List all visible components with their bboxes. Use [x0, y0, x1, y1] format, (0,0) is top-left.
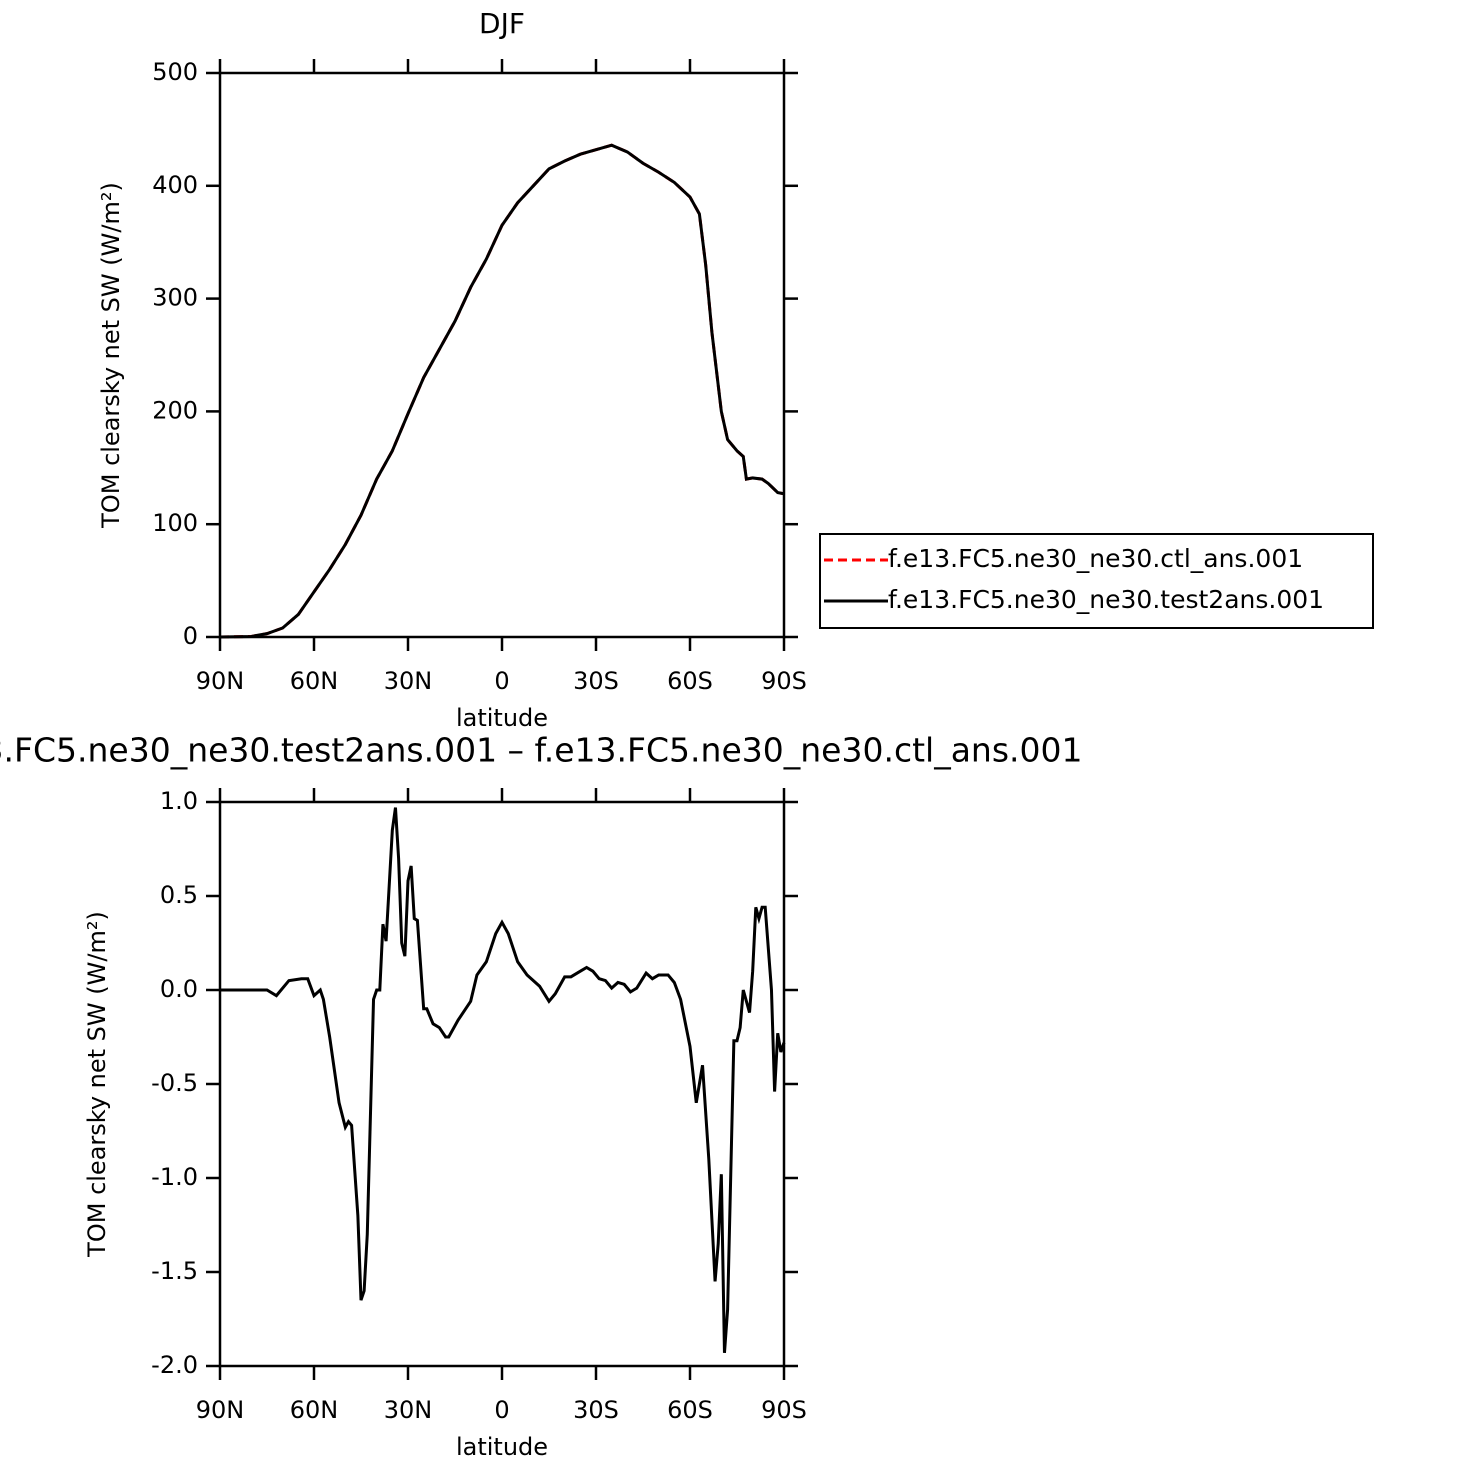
x-tick-label: 90S [761, 667, 807, 695]
y-tick-label: 300 [152, 284, 198, 312]
y-tick-label: -0.5 [151, 1069, 198, 1097]
x-tick-label: 0 [494, 1396, 509, 1424]
x-tick-label: 90N [196, 667, 245, 695]
x-tick-label: 30N [384, 667, 433, 695]
x-tick-label: 30N [384, 1396, 433, 1424]
x-axis-label: latitude [456, 1433, 548, 1461]
data-line [219, 143, 785, 639]
y-axis-label: TOM clearsky net SW (W/m²) [83, 911, 111, 1258]
x-tick-label: 30S [573, 667, 619, 695]
y-tick-label: -1.0 [151, 1163, 198, 1191]
chart-title: f.e13.FC5.ne30_ne30.test2ans.001 – f.e13… [0, 731, 1083, 770]
legend-box [819, 533, 1374, 629]
y-tick-label: 0.5 [160, 881, 198, 909]
x-tick-label: 30S [573, 1396, 619, 1424]
y-axis-label: TOM clearsky net SW (W/m²) [97, 182, 125, 529]
y-tick-label: 500 [152, 58, 198, 86]
y-tick-label: 100 [152, 509, 198, 537]
data-line [220, 807, 786, 1353]
y-tick-label: 200 [152, 396, 198, 424]
y-tick-label: 0 [183, 622, 198, 650]
legend-label: f.e13.FC5.ne30_ne30.test2ans.001 [888, 585, 1324, 614]
x-tick-label: 0 [494, 667, 509, 695]
x-tick-label: 60N [290, 667, 339, 695]
legend-label: f.e13.FC5.ne30_ne30.ctl_ans.001 [888, 544, 1303, 573]
x-tick-label: 90N [196, 1396, 245, 1424]
y-tick-label: 400 [152, 171, 198, 199]
chart-title: DJF [479, 7, 525, 40]
x-axis-label: latitude [456, 704, 548, 732]
x-tick-label: 60S [667, 1396, 713, 1424]
plot-frame [218, 71, 786, 639]
x-tick-label: 60S [667, 667, 713, 695]
y-tick-label: -2.0 [151, 1351, 198, 1379]
x-tick-label: 90S [761, 1396, 807, 1424]
y-tick-label: 1.0 [160, 787, 198, 815]
y-tick-label: 0.0 [160, 975, 198, 1003]
x-tick-label: 60N [290, 1396, 339, 1424]
y-tick-label: -1.5 [151, 1257, 198, 1285]
